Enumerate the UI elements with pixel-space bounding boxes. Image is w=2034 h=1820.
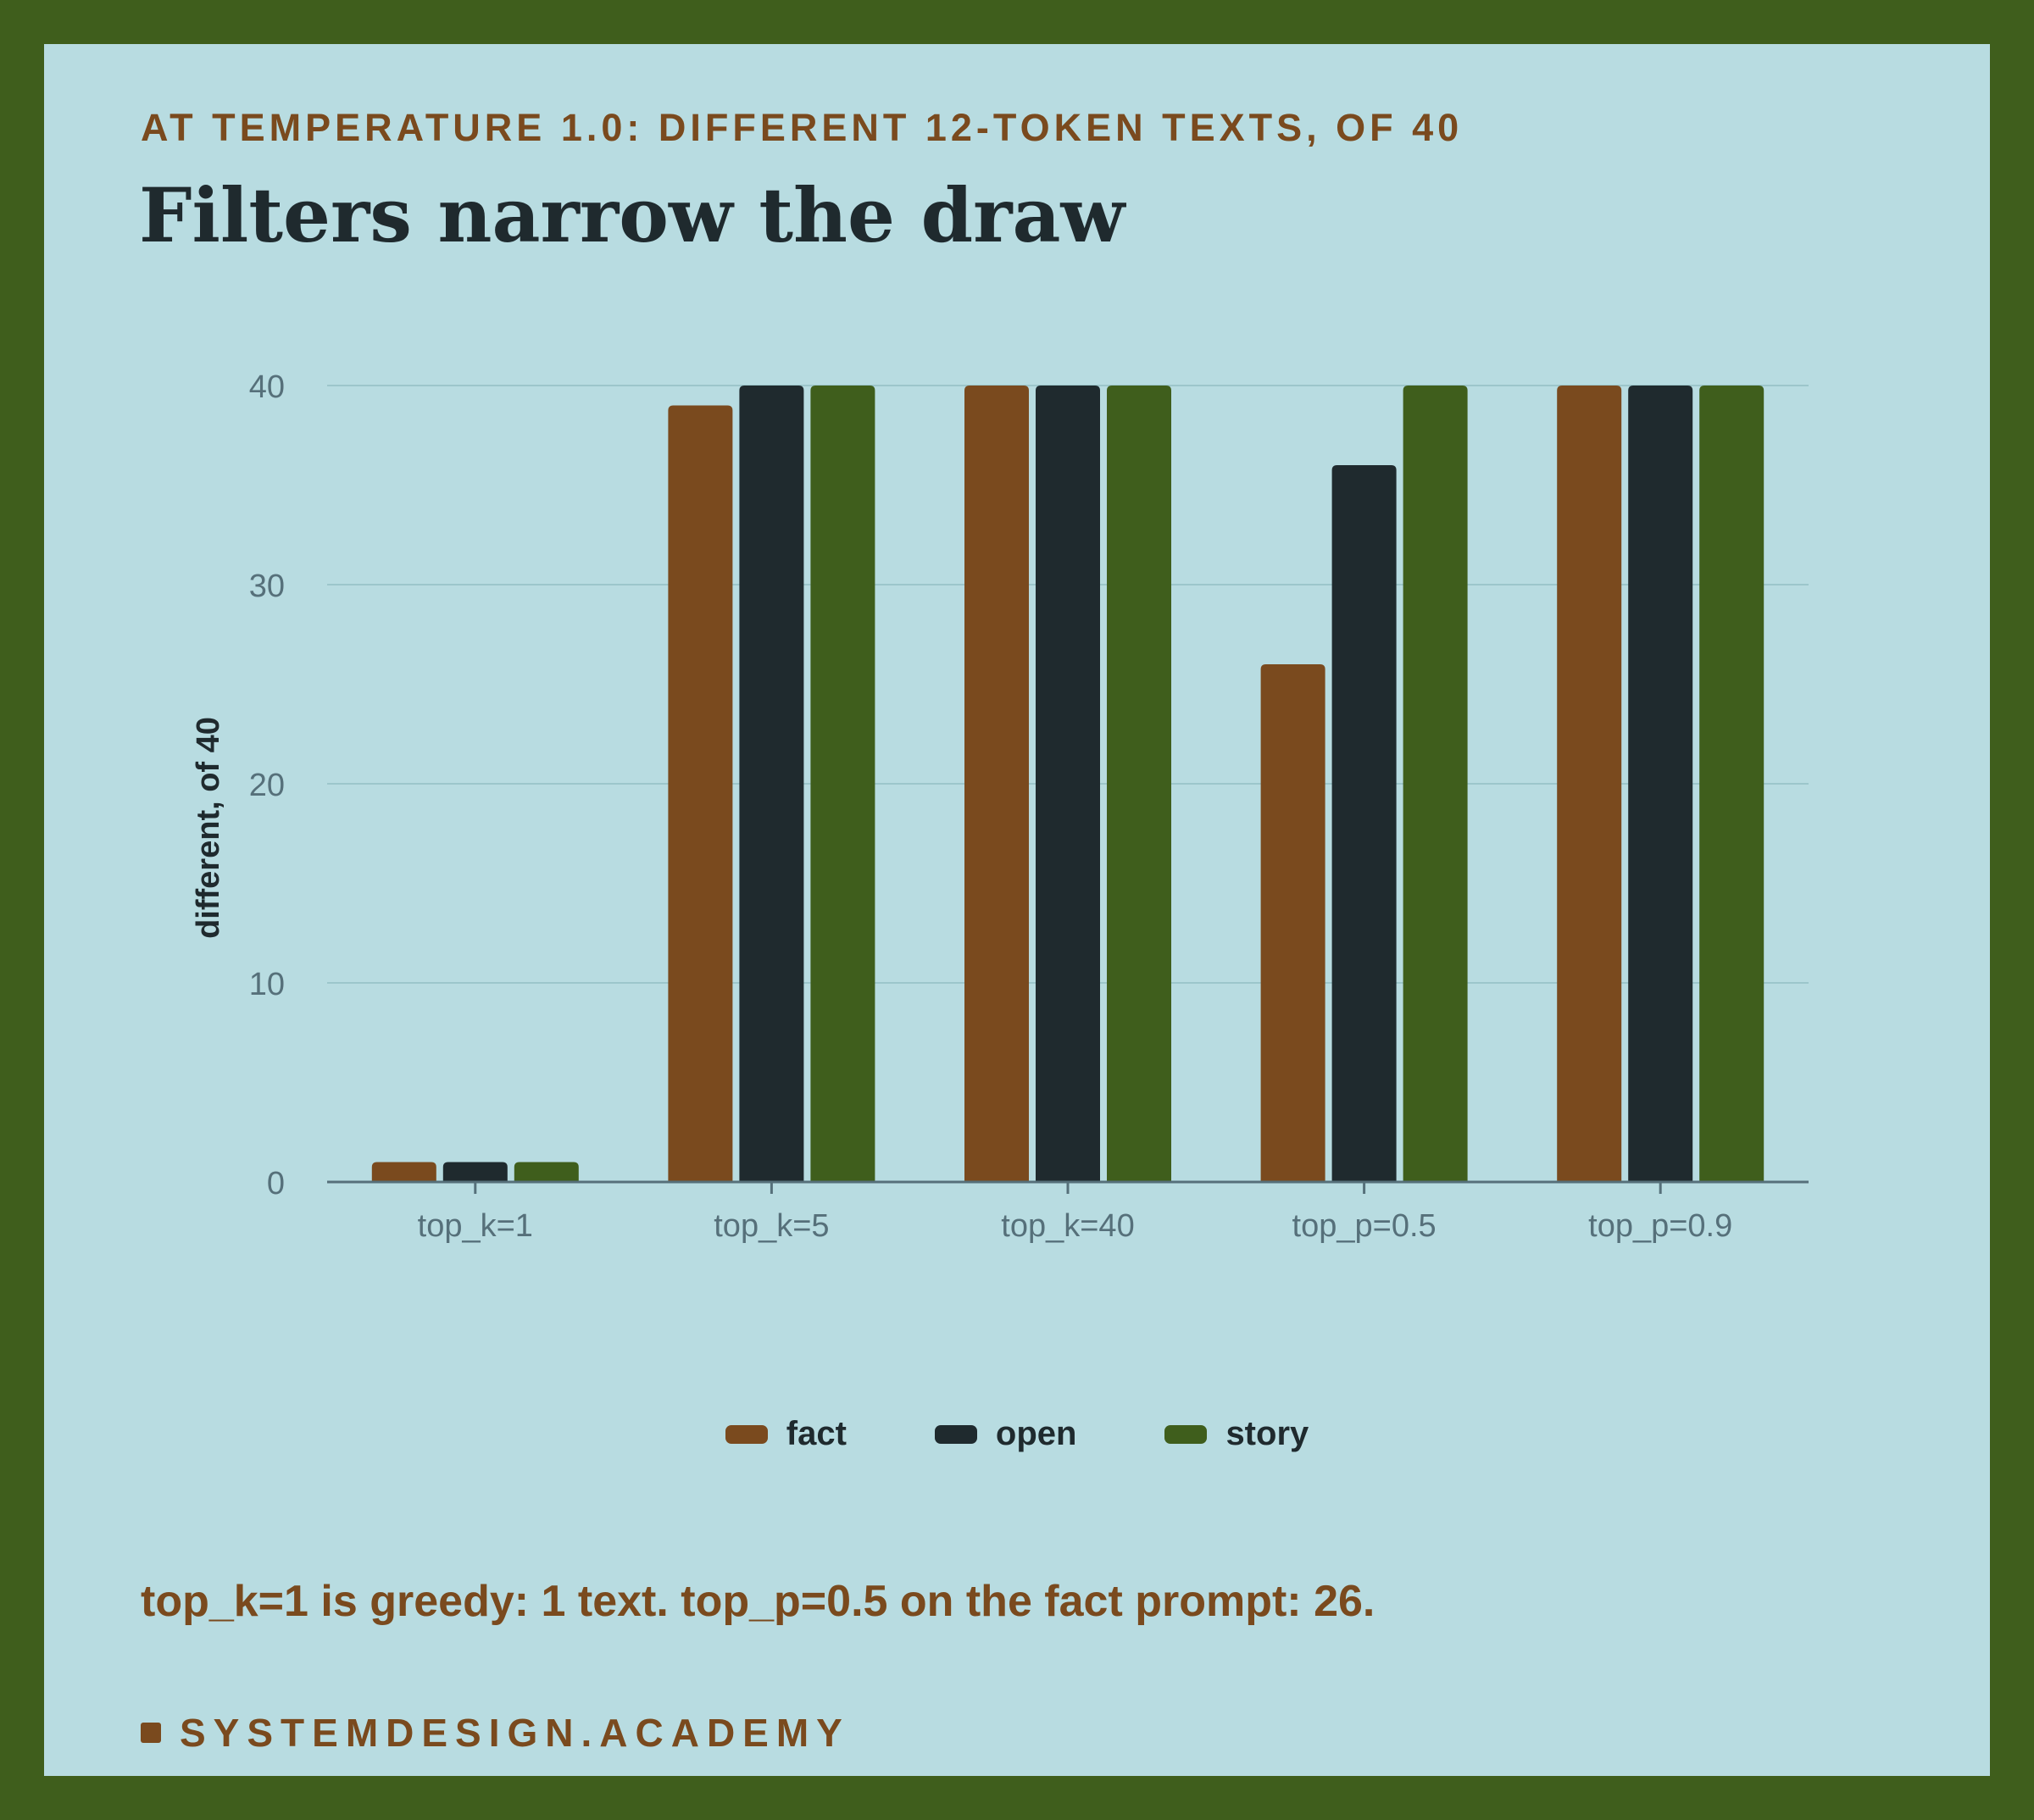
y-tick-label: 10 xyxy=(249,967,285,1002)
legend-label-story: story xyxy=(1225,1415,1309,1452)
brand-square-icon xyxy=(141,1723,161,1743)
y-tick-label: 30 xyxy=(249,569,285,604)
chart-kicker: AT TEMPERATURE 1.0: DIFFERENT 12-TOKEN T… xyxy=(141,106,1464,149)
y-axis-label: different, of 40 xyxy=(191,717,226,939)
bar-fact-2 xyxy=(964,386,1029,1182)
brand-mark: SYSTEMDESIGN.ACADEMY xyxy=(141,1710,850,1756)
bar-fact-4 xyxy=(1557,386,1622,1182)
chart-card: AT TEMPERATURE 1.0: DIFFERENT 12-TOKEN T… xyxy=(44,44,1990,1776)
legend-label-fact: fact xyxy=(786,1415,847,1452)
bar-chart: 0 10 20 30 40 top_k=1 top_k=5 top_k=40 top_p=0.… xyxy=(191,369,1809,1244)
y-tick-label: 20 xyxy=(249,768,285,803)
y-tick-label: 40 xyxy=(249,369,285,405)
x-tick-labels: top_k=1 top_k=5 top_k=40 top_p=0.5 top_p=0.9 xyxy=(418,1208,1733,1244)
x-axis xyxy=(327,1180,1809,1194)
bar-open-2 xyxy=(1036,386,1100,1182)
x-tick-label: top_k=5 xyxy=(714,1208,829,1244)
x-tick-label: top_p=0.5 xyxy=(1292,1208,1437,1244)
y-tick-label: 0 xyxy=(267,1166,285,1201)
legend-item-story: story xyxy=(1164,1415,1309,1453)
x-tick-label: top_p=0.9 xyxy=(1588,1208,1732,1244)
chart-legend: fact open story xyxy=(44,1415,1990,1453)
legend-label-open: open xyxy=(995,1415,1077,1452)
legend-swatch-open xyxy=(934,1424,977,1444)
legend-item-fact: fact xyxy=(725,1415,847,1453)
y-tick-labels: 0 10 20 30 40 xyxy=(249,369,285,1201)
bar-story-2 xyxy=(1107,386,1171,1182)
bar-open-4 xyxy=(1628,386,1693,1182)
brand-text: SYSTEMDESIGN.ACADEMY xyxy=(180,1711,850,1755)
bar-fact-1 xyxy=(668,405,733,1182)
bar-story-3 xyxy=(1403,386,1468,1182)
bar-fact-3 xyxy=(1260,664,1325,1182)
bar-story-4 xyxy=(1699,386,1764,1182)
chart-title: Filters narrow the draw xyxy=(139,171,1125,259)
legend-swatch-story xyxy=(1164,1424,1208,1444)
bar-fact-0 xyxy=(371,1162,436,1182)
bar-open-1 xyxy=(739,386,804,1182)
x-tick-label: top_k=40 xyxy=(1001,1208,1134,1244)
x-tick-label: top_k=1 xyxy=(418,1208,533,1244)
bar-story-0 xyxy=(514,1162,579,1182)
bar-story-1 xyxy=(810,386,875,1182)
legend-swatch-fact xyxy=(725,1424,768,1444)
bar-open-0 xyxy=(442,1162,508,1182)
chart-note: top_k=1 is greedy: 1 text. top_p=0.5 on … xyxy=(141,1577,1375,1626)
bars xyxy=(371,386,1764,1182)
legend-item-open: open xyxy=(934,1415,1077,1453)
bar-open-3 xyxy=(1331,465,1397,1182)
